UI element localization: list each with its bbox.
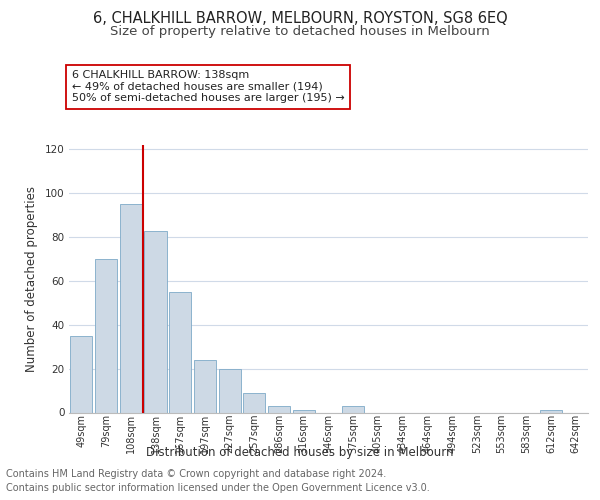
- Bar: [540, 410, 562, 412]
- Y-axis label: Number of detached properties: Number of detached properties: [25, 186, 38, 372]
- Bar: [70, 336, 92, 412]
- Text: 6 CHALKHILL BARROW: 138sqm
← 49% of detached houses are smaller (194)
50% of sem: 6 CHALKHILL BARROW: 138sqm ← 49% of deta…: [71, 70, 344, 103]
- Text: Size of property relative to detached houses in Melbourn: Size of property relative to detached ho…: [110, 24, 490, 38]
- Bar: [293, 410, 315, 412]
- Bar: [243, 393, 265, 412]
- Text: Distribution of detached houses by size in Melbourn: Distribution of detached houses by size …: [146, 446, 454, 459]
- Bar: [218, 368, 241, 412]
- Text: Contains HM Land Registry data © Crown copyright and database right 2024.: Contains HM Land Registry data © Crown c…: [6, 469, 386, 479]
- Bar: [145, 230, 167, 412]
- Text: 6, CHALKHILL BARROW, MELBOURN, ROYSTON, SG8 6EQ: 6, CHALKHILL BARROW, MELBOURN, ROYSTON, …: [92, 11, 508, 26]
- Bar: [342, 406, 364, 412]
- Bar: [169, 292, 191, 412]
- Bar: [119, 204, 142, 412]
- Text: Contains public sector information licensed under the Open Government Licence v3: Contains public sector information licen…: [6, 483, 430, 493]
- Bar: [95, 259, 117, 412]
- Bar: [268, 406, 290, 412]
- Bar: [194, 360, 216, 412]
